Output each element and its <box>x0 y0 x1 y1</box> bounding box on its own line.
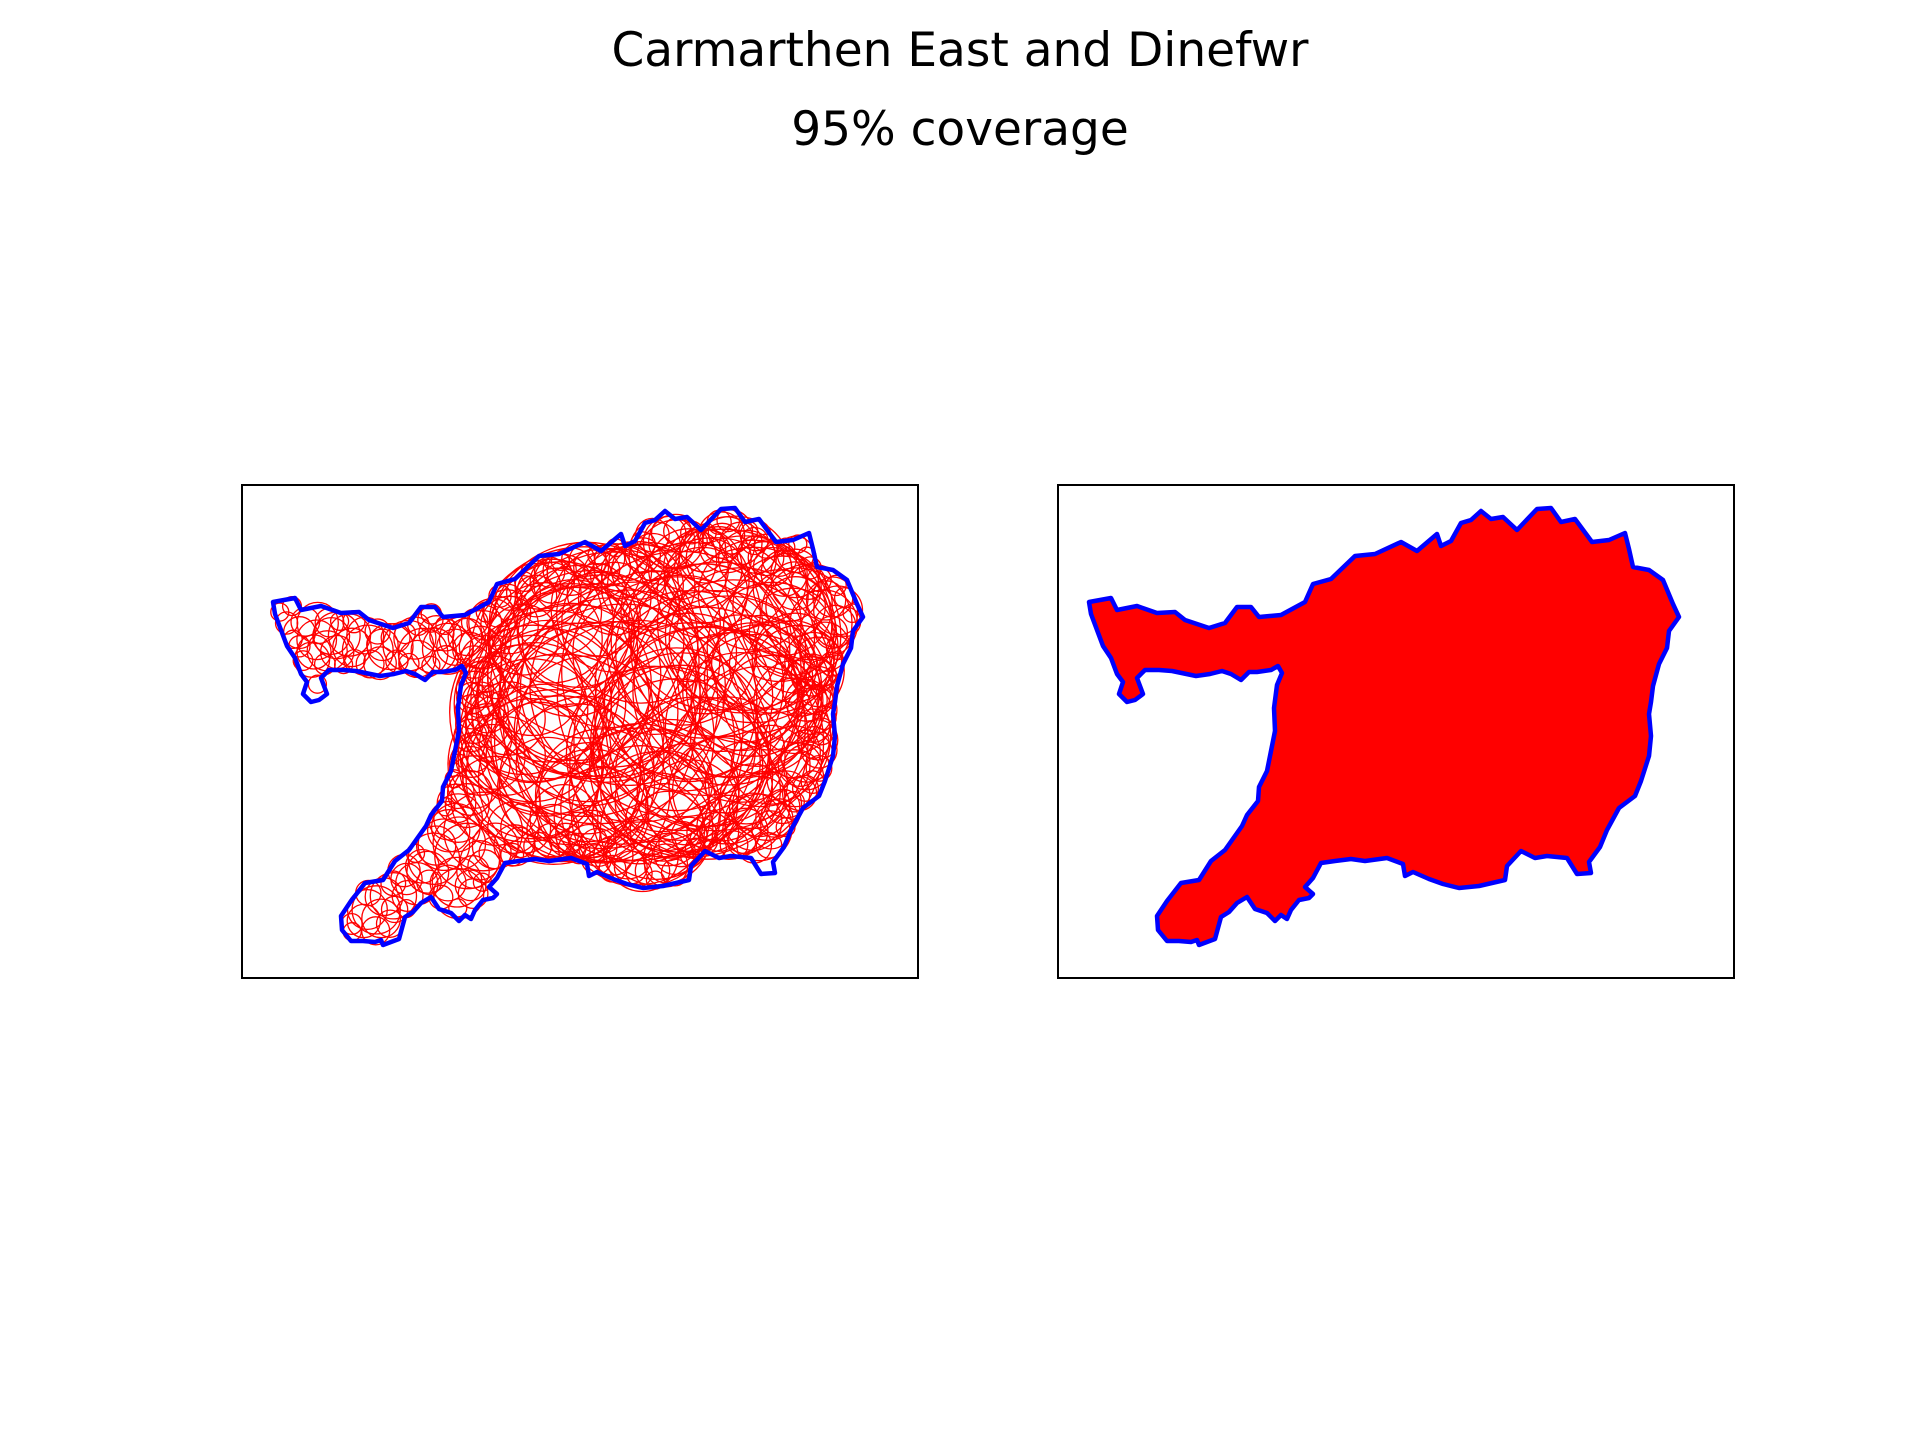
circles-map <box>243 486 916 976</box>
map-panel-circles <box>241 484 919 979</box>
map-panel-filled <box>1057 484 1735 979</box>
title-constituency: Carmarthen East and Dinefwr <box>0 27 1920 74</box>
coverage-area <box>1089 508 1679 945</box>
coverage-circles <box>271 509 863 945</box>
title-coverage: 95% coverage <box>0 106 1920 153</box>
filled-map <box>1059 486 1732 976</box>
coverage-circle <box>407 851 449 893</box>
